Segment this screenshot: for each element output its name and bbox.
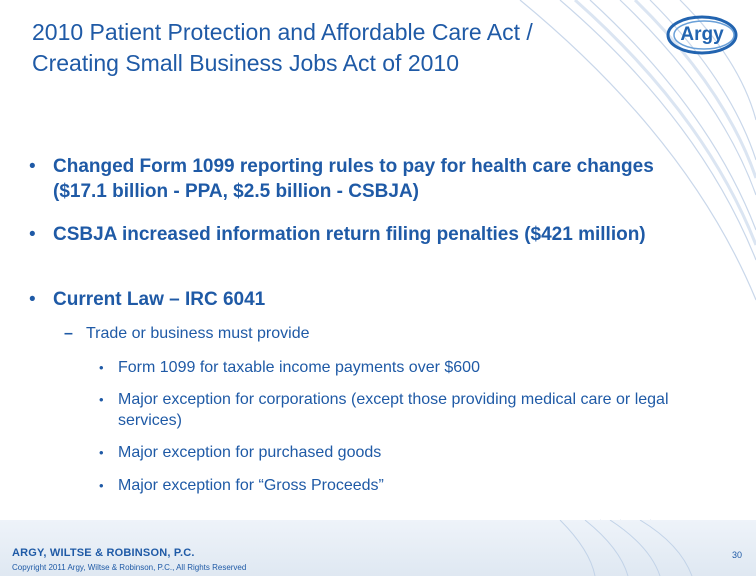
sub-sub-bullet-text: Major exception for purchased goods [118,444,382,461]
sub-sub-bullet-text: Major exception for “Gross Proceeds” [118,477,384,494]
sub-sub-bullet-marker: • [99,360,104,375]
bullet-text: Changed Form 1099 reporting rules to pay… [53,156,654,202]
footer-arcs [559,519,693,577]
sub-bullet-marker: – [64,325,73,342]
bullet-marker: • [29,289,36,310]
slide-title: 2010 Patient Protection and Affordable C… [32,19,533,76]
sub-sub-bullet-text: Major exception for corporations (except… [118,391,669,429]
sub-sub-bullet-text: Form 1099 for taxable income payments ov… [118,359,480,376]
firm-name: ARGY, WILTSE & ROBINSON, P.C. [12,547,195,559]
sub-sub-bullet-item: • Major exception for “Gross Proceeds” [99,475,708,496]
footer-band [0,519,756,577]
bullet-text: CSBJA increased information return filin… [53,224,646,245]
bullet-marker: • [29,156,36,177]
sub-sub-bullet-marker: • [99,478,104,493]
bullet-marker: • [29,224,36,245]
bullet-item: • Changed Form 1099 reporting rules to p… [29,154,693,204]
page-number: 30 [731,550,742,560]
sub-bullet-item: – Trade or business must provide [64,323,706,344]
logo-text: Argy [680,24,724,45]
bullet-item: • Current Law – IRC 6041 [29,287,693,312]
sub-bullet-text: Trade or business must provide [86,325,310,342]
bullet-item: • CSBJA increased information return fil… [29,222,693,247]
sub-sub-bullet-marker: • [99,445,104,460]
logo-swoosh-icon [666,15,738,55]
sub-sub-bullet-item: • Major exception for purchased goods [99,442,708,463]
argy-logo: Argy [664,12,740,58]
bullet-text: Current Law – IRC 6041 [53,289,266,310]
sub-sub-bullet-item: • Form 1099 for taxable income payments … [99,357,708,378]
sub-sub-bullet-item: • Major exception for corporations (exce… [99,389,708,431]
sub-sub-bullet-marker: • [99,392,104,407]
copyright-text: Copyright 2011 Argy, Wiltse & Robinson, … [12,563,247,572]
